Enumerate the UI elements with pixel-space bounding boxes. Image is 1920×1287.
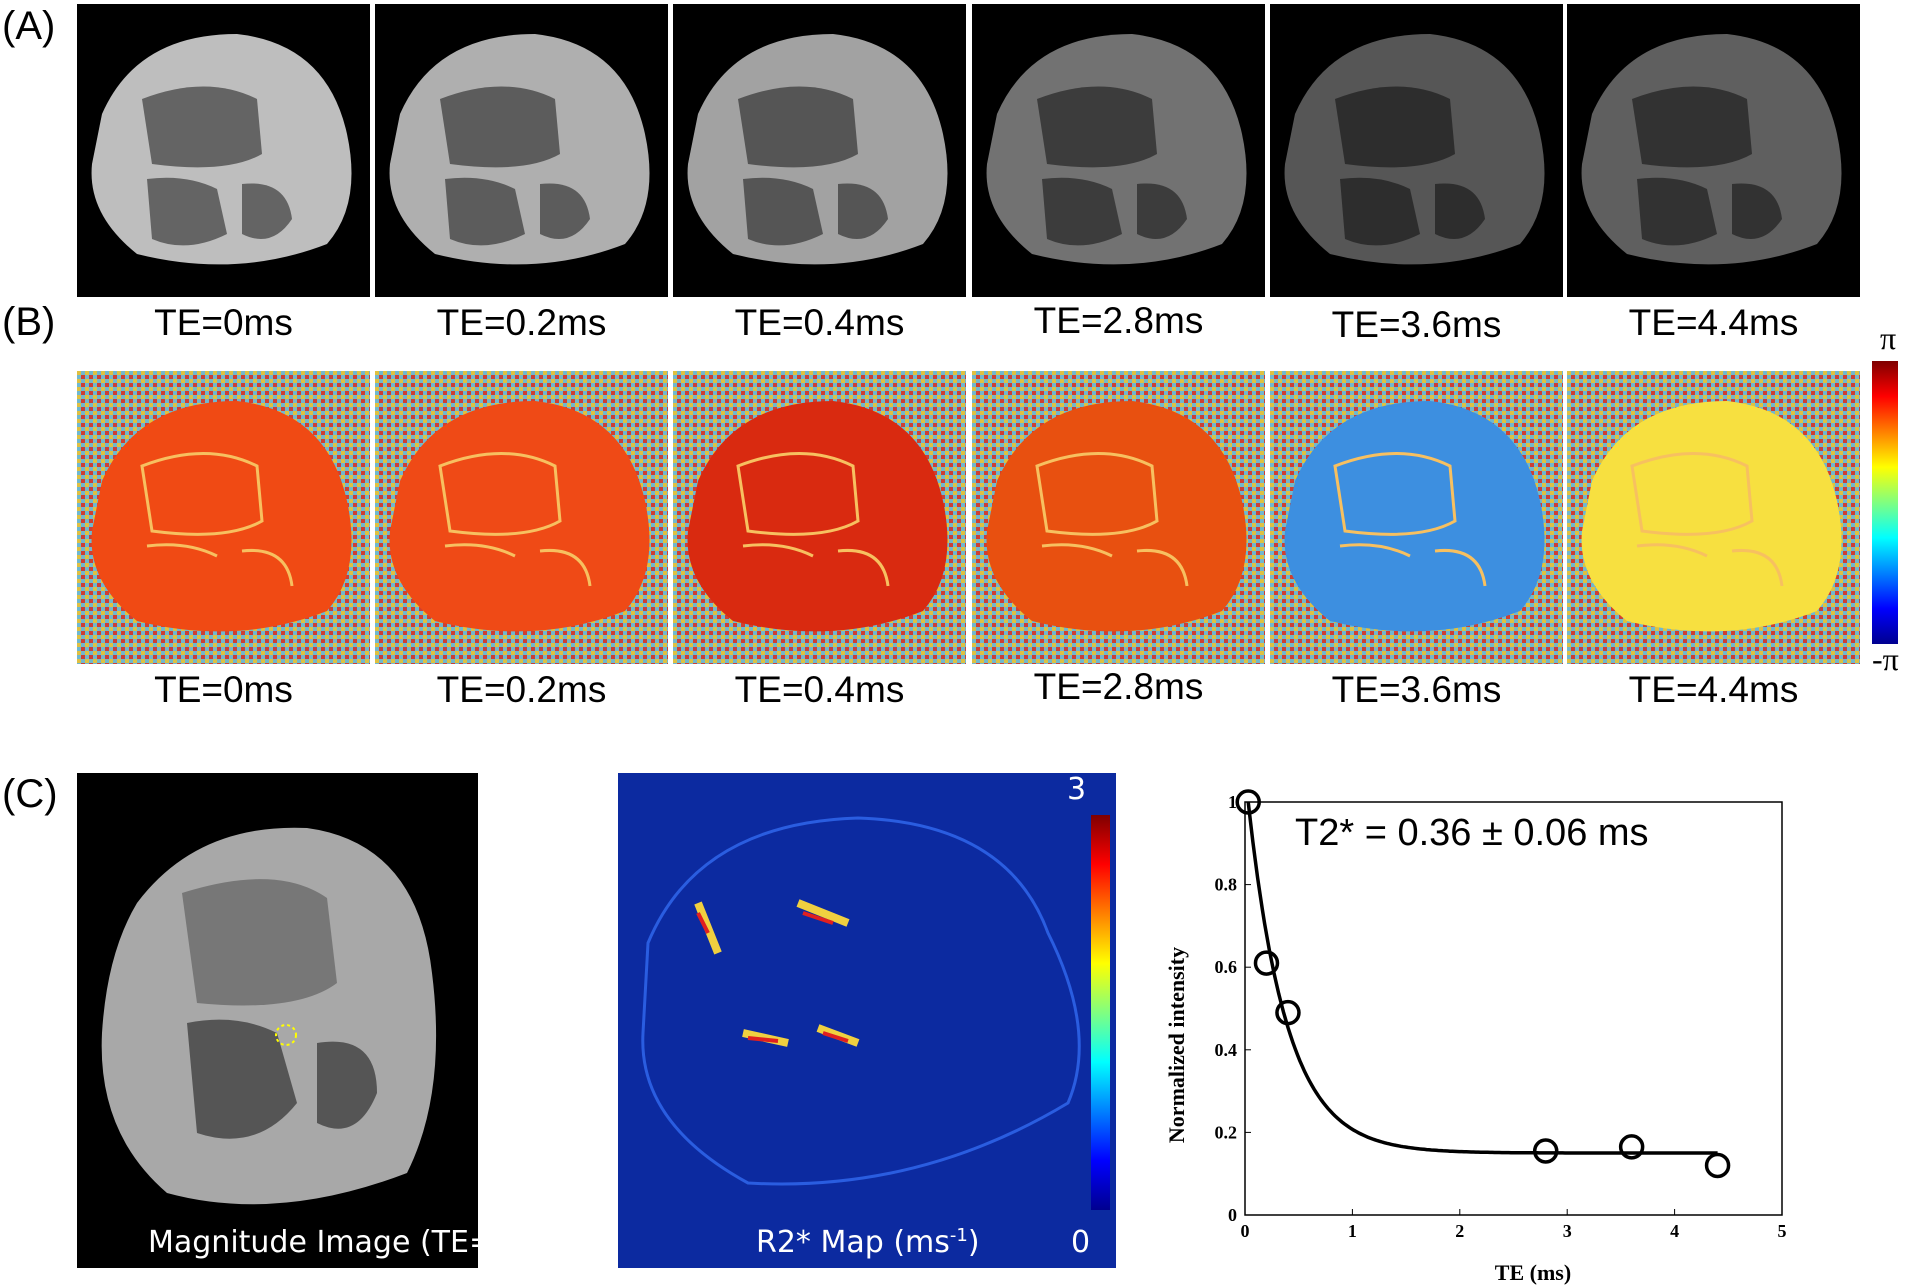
phase-tile — [972, 371, 1265, 664]
magnitude-tile — [1270, 4, 1563, 297]
data-point — [1618, 1134, 1645, 1160]
magnitude-tile — [972, 4, 1265, 297]
r2-colorbar-min-label: 0 — [1071, 1225, 1091, 1260]
y-tick-label: 0.2 — [1215, 1122, 1238, 1142]
phase-caption: TE=3.6ms — [1331, 669, 1502, 710]
panel-label-b: (B) — [2, 300, 56, 344]
panel-label-c: (C) — [2, 772, 58, 816]
panel-label-a: (A) — [2, 4, 56, 48]
r2-map-image — [618, 773, 1116, 1268]
phase-caption: TE=0ms — [154, 669, 293, 710]
r2-colorbar — [1091, 815, 1110, 1210]
x-tick-label: 4 — [1670, 1221, 1679, 1241]
magnitude-caption: TE=4.4ms — [1628, 302, 1799, 343]
phase-caption: TE=0.4ms — [734, 669, 905, 710]
phase-tile — [1567, 371, 1860, 664]
phase-colorbar — [1872, 361, 1898, 644]
magnitude-caption: TE=3.6ms — [1331, 304, 1502, 345]
phase-colorbar-top-label: π — [1880, 320, 1897, 356]
phase-colorbar-bottom-label: -π — [1872, 641, 1899, 677]
y-tick-label: 1 — [1228, 792, 1237, 812]
phase-tile — [375, 371, 668, 664]
axis-ticks: 0 1 2 3 4 5 0 0.2 0.4 0.6 0.8 1 — [1215, 792, 1787, 1241]
phase-tile — [673, 371, 966, 664]
data-point — [1704, 1152, 1731, 1179]
t2star-decay-chart: 0 1 2 3 4 5 0 0.2 0.4 0.6 0.8 1 T2* = 0.36 ± 0.06 m… — [1164, 789, 1787, 1285]
magnitude-caption: TE=0.2ms — [436, 302, 607, 343]
magnitude-tile — [1567, 4, 1860, 297]
magnitude-caption: TE=0ms — [154, 302, 293, 343]
data-point — [1253, 950, 1280, 976]
y-axis-label: Normalized intensity — [1164, 947, 1189, 1143]
r2-colorbar-max-label: 3 — [1067, 772, 1087, 807]
phase-caption: TE=2.8ms — [1033, 666, 1204, 707]
data-point — [1235, 789, 1261, 815]
data-point — [1275, 999, 1301, 1026]
y-tick-label: 0.6 — [1215, 957, 1238, 977]
x-axis-label: TE (ms) — [1495, 1260, 1571, 1285]
y-tick-label: 0 — [1228, 1205, 1237, 1225]
magnitude-tile — [77, 4, 370, 297]
phase-tile — [77, 371, 370, 664]
data-points — [1235, 789, 1731, 1179]
x-tick-label: 1 — [1348, 1221, 1357, 1241]
x-tick-label: 5 — [1778, 1221, 1787, 1241]
phase-caption: TE=4.4ms — [1628, 669, 1799, 710]
phase-tile — [1270, 371, 1563, 664]
x-tick-label: 0 — [1241, 1221, 1250, 1241]
plot-frame — [1244, 801, 1783, 1216]
r2-map-caption: R2* Map (ms-1) — [756, 1225, 980, 1260]
magnitude-image-large — [77, 773, 478, 1268]
phase-caption: TE=0.2ms — [436, 669, 607, 710]
y-tick-label: 0.4 — [1215, 1040, 1238, 1060]
magnitude-image-caption: Magnitude Image (TE=0ms) — [148, 1225, 570, 1260]
magnitude-caption: TE=2.8ms — [1033, 300, 1204, 341]
magnitude-tile — [673, 4, 966, 297]
x-tick-label: 3 — [1563, 1221, 1572, 1241]
x-tick-label: 2 — [1455, 1221, 1464, 1241]
magnitude-caption: TE=0.4ms — [734, 302, 905, 343]
y-tick-label: 0.8 — [1215, 875, 1238, 895]
data-point — [1532, 1138, 1559, 1164]
magnitude-tile — [375, 4, 668, 297]
t2star-annotation: T2* = 0.36 ± 0.06 ms — [1295, 812, 1649, 854]
fit-curve — [1246, 801, 1718, 1155]
